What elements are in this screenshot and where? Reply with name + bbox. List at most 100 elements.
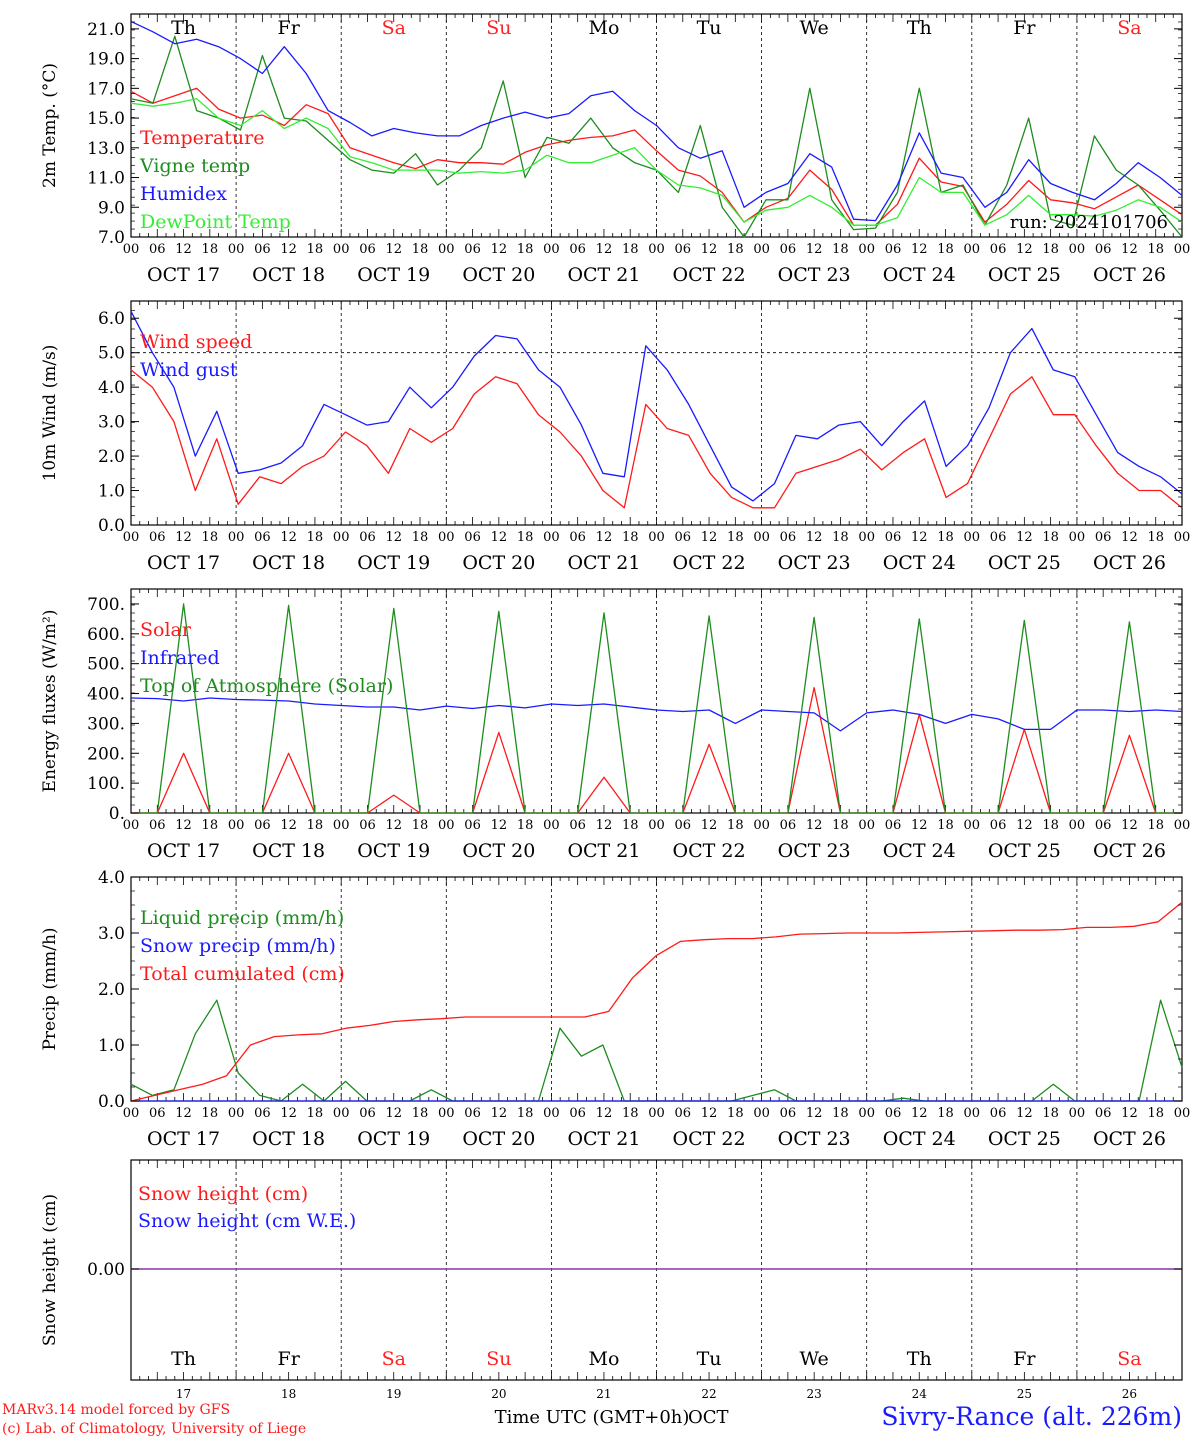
y-axis-label: 10m Wind (m/s) <box>40 345 60 482</box>
y-axis-label: Snow height (cm) <box>40 1194 60 1346</box>
x-hour-label: 12 <box>806 242 823 257</box>
station-name: Sivry-Rance (alt. 226m) <box>881 1402 1182 1431</box>
x-hour-label: 00 <box>1069 530 1086 545</box>
day-number-label: 21 <box>596 1387 611 1401</box>
x-hour-label: 00 <box>123 530 140 545</box>
x-hour-label: 12 <box>1016 530 1033 545</box>
legend-entry: Humidex <box>140 183 227 205</box>
x-hour-label: 00 <box>438 818 455 833</box>
day-name-label: Th <box>171 1348 196 1370</box>
x-hour-label: 00 <box>228 1106 245 1121</box>
x-hour-label: 18 <box>832 1106 849 1121</box>
y-tick-label: 15.0 <box>87 109 125 129</box>
x-hour-label: 00 <box>123 1106 140 1121</box>
x-hour-label: 06 <box>1095 530 1112 545</box>
y-axis-label: Precip (mm/h) <box>40 927 60 1050</box>
x-hour-label: 18 <box>517 1106 534 1121</box>
x-hour-label: 12 <box>280 530 297 545</box>
model-credit-line1: MARv3.14 model forced by GFS <box>2 1402 231 1418</box>
x-hour-label: 06 <box>675 1106 692 1121</box>
x-hour-label: 06 <box>675 530 692 545</box>
day-number-label: 26 <box>1122 1387 1137 1401</box>
x-date-label: OCT 25 <box>988 1128 1061 1150</box>
x-hour-label: 18 <box>937 242 954 257</box>
x-hour-label: 00 <box>964 242 981 257</box>
x-hour-label: 00 <box>964 818 981 833</box>
x-hour-label: 18 <box>1147 530 1164 545</box>
x-date-label: OCT 19 <box>357 1128 430 1150</box>
legend-entry: Snow precip (mm/h) <box>140 935 336 957</box>
series-line-2 <box>130 901 1183 1102</box>
x-hour-label: 00 <box>543 818 560 833</box>
y-tick-label: 3.0 <box>98 924 125 944</box>
x-hour-label: 00 <box>1174 530 1191 545</box>
x-hour-label: 00 <box>964 1106 981 1121</box>
day-name-label: Mo <box>588 17 619 39</box>
x-hour-label: 06 <box>254 530 271 545</box>
x-hour-label: 12 <box>701 818 718 833</box>
y-tick-label: 7.0 <box>98 228 125 248</box>
series-line-3 <box>130 98 1183 226</box>
x-hour-label: 12 <box>491 242 508 257</box>
x-hour-label: 12 <box>911 1106 928 1121</box>
x-hour-label: 18 <box>832 530 849 545</box>
y-tick-label: 5.0 <box>98 344 125 364</box>
x-hour-label: 18 <box>1147 818 1164 833</box>
x-hour-label: 12 <box>280 818 297 833</box>
x-hour-label: 06 <box>885 530 902 545</box>
day-name-label: Th <box>907 1348 932 1370</box>
x-hour-label: 00 <box>753 242 770 257</box>
legend-entry: Solar <box>140 619 192 641</box>
y-tick-label: 400. <box>87 685 125 705</box>
x-date-label: OCT 17 <box>147 552 220 574</box>
x-hour-label: 06 <box>569 242 586 257</box>
x-axis-month-label: OCT <box>688 1407 729 1428</box>
x-hour-label: 00 <box>123 818 140 833</box>
x-hour-label: 12 <box>1121 818 1138 833</box>
x-hour-label: 00 <box>228 530 245 545</box>
x-hour-label: 06 <box>990 1106 1007 1121</box>
legend-entry: Temperature <box>140 127 264 149</box>
day-number-label: 18 <box>281 1387 296 1401</box>
x-date-label: OCT 19 <box>357 840 430 862</box>
day-name-label: Tu <box>697 17 722 39</box>
x-hour-label: 18 <box>727 530 744 545</box>
y-tick-label: 21.0 <box>87 20 125 40</box>
x-date-label: OCT 25 <box>988 552 1061 574</box>
panel-temp: 7.0 9.0 11.0 13.0 15.0 17.0 19.0 21.0 2m Temp. (… <box>40 13 1190 286</box>
legend-entry: Liquid precip (mm/h) <box>140 907 344 929</box>
x-hour-label: 18 <box>832 818 849 833</box>
y-tick-label: 0.0 <box>98 516 125 536</box>
day-number-label: 20 <box>491 1387 506 1401</box>
y-tick-label: 200. <box>87 744 125 764</box>
x-hour-label: 18 <box>1042 242 1059 257</box>
x-hour-label: 12 <box>701 1106 718 1121</box>
x-hour-label: 12 <box>806 530 823 545</box>
x-date-label: OCT 19 <box>357 552 430 574</box>
x-hour-label: 12 <box>911 242 928 257</box>
x-date-label: OCT 24 <box>883 264 956 286</box>
day-number-label: 19 <box>386 1387 401 1401</box>
y-tick-label: 0.00 <box>87 1260 125 1280</box>
series-line-0 <box>130 369 1183 509</box>
x-date-label: OCT 21 <box>567 264 640 286</box>
x-hour-label: 18 <box>517 530 534 545</box>
x-hour-label: 12 <box>175 242 192 257</box>
x-hour-label: 06 <box>885 242 902 257</box>
x-hour-label: 12 <box>385 242 402 257</box>
legend-entry: Wind speed <box>140 331 252 353</box>
x-hour-label: 18 <box>202 530 219 545</box>
x-hour-label: 12 <box>1016 1106 1033 1121</box>
x-hour-label: 06 <box>359 242 376 257</box>
x-hour-label: 12 <box>1121 242 1138 257</box>
x-hour-label: 00 <box>1069 242 1086 257</box>
x-hour-label: 12 <box>385 818 402 833</box>
x-date-label: OCT 21 <box>567 1128 640 1150</box>
x-date-label: OCT 22 <box>673 1128 746 1150</box>
x-hour-label: 00 <box>753 1106 770 1121</box>
y-tick-label: 4.0 <box>98 868 125 888</box>
x-date-label: OCT 26 <box>1093 552 1166 574</box>
x-hour-label: 00 <box>438 242 455 257</box>
x-hour-label: 12 <box>280 242 297 257</box>
